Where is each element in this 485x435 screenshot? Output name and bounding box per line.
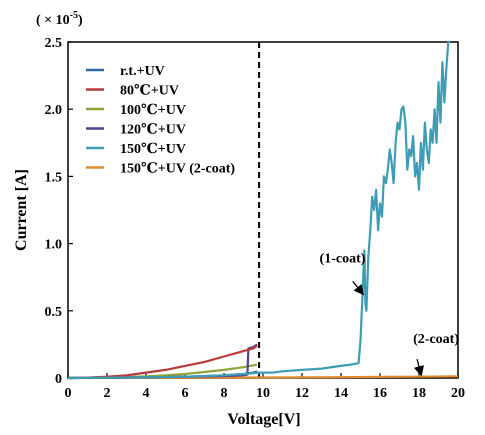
legend-label: 120℃+UV (120, 123, 186, 138)
legend-label: 100℃+UV (120, 103, 186, 118)
scale-exponent: -5 (70, 10, 78, 21)
x-tick-label: 20 (451, 386, 465, 401)
y-tick-label: 1.0 (45, 238, 63, 253)
legend-label: 80℃+UV (120, 84, 179, 99)
annotation-arrow (352, 280, 365, 296)
plot-area: 0 2 4 6 8 10 12 14 16 18 20 0 0.5 1.0 1.5 2.0 2.5 r.t.+UV… (45, 36, 466, 401)
y-tick-label: 2.5 (45, 36, 63, 51)
x-tick-label: 10 (256, 386, 270, 401)
series-line-4 (67, 40, 451, 380)
y-tick-label: 0.5 (45, 305, 63, 320)
x-tick-label: 0 (65, 386, 72, 401)
y-scale-multiplier: ( × 10-5) (36, 10, 83, 28)
x-tick-label: 2 (104, 386, 111, 401)
x-axis-title: Voltage[V] (227, 411, 300, 428)
y-axis-title: Current [A] (13, 169, 30, 251)
x-tick-label: 6 (182, 386, 189, 401)
series-line-1 (67, 344, 258, 380)
y-tick-label: 0 (55, 372, 62, 387)
x-tick-label: 16 (373, 386, 387, 401)
legend-label: 150℃+UV (120, 142, 186, 157)
annotation-label: (2-coat) (413, 332, 459, 347)
legend-label: r.t.+UV (120, 64, 165, 79)
scale-close: ) (78, 13, 83, 28)
x-tick-label: 18 (412, 386, 426, 401)
annotation-label: (1-coat) (320, 251, 366, 266)
scale-label: ( × 10 (36, 13, 70, 28)
x-tick-label: 8 (221, 386, 228, 401)
y-tick-label: 2.0 (45, 103, 63, 118)
legend-label: 150℃+UV (2-coat) (120, 162, 235, 177)
x-tick-label: 4 (143, 386, 150, 401)
y-tick-label: 1.5 (45, 170, 63, 185)
annotation-arrow (413, 359, 424, 377)
series-line-3 (67, 343, 258, 380)
x-tick-label: 14 (334, 386, 348, 401)
x-tick-label: 12 (295, 386, 309, 401)
